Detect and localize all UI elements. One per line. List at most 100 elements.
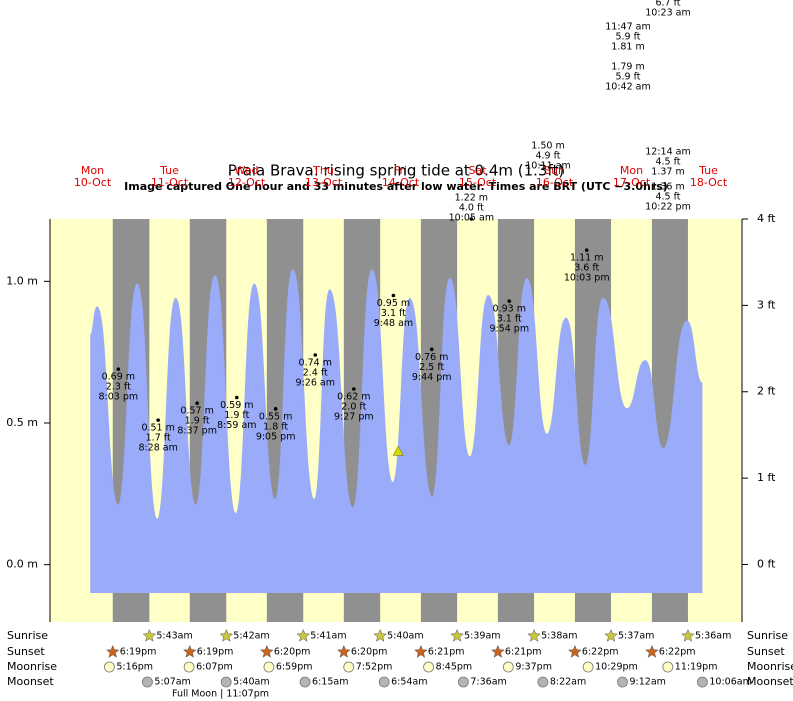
moonset-time: 10:06am	[709, 677, 751, 688]
sunrise-icon	[219, 628, 234, 642]
moonset-time: 6:15am	[312, 677, 348, 688]
tide-time: 9:54 pm	[489, 324, 529, 335]
day-date: 18-Oct	[690, 176, 728, 189]
tide-time: 10:05 am	[449, 213, 494, 224]
tide-height-ft: 2.4 ft	[303, 368, 328, 379]
sunrise-time: 5:40am	[387, 631, 423, 642]
y2-tick-label: 0 ft	[757, 557, 776, 570]
moonrise-time: 6:59pm	[276, 662, 313, 673]
sunset-time: 6:22pm	[659, 647, 696, 658]
sunset-icon	[259, 644, 274, 658]
tide-height-ft: 1.9 ft	[224, 410, 249, 421]
y2-tick-label: 1 ft	[757, 471, 776, 484]
tide-height-m: 1.22 m	[455, 193, 488, 204]
y-tick-label: 1.0 m	[6, 274, 38, 287]
row-label-right: Moonset	[747, 675, 793, 688]
tide-point	[235, 395, 239, 400]
tide-height-m: 0.51 m	[141, 423, 174, 434]
tide-height-m: 0.57 m	[180, 406, 213, 417]
row-label-left: Sunset	[7, 645, 45, 658]
tide-area	[90, 270, 703, 593]
tide-height-ft: 2.0 ft	[341, 402, 366, 413]
row-label-right: Sunset	[747, 645, 785, 658]
sunrise-time: 5:39am	[464, 631, 500, 642]
day-weekday: Tue	[698, 164, 718, 177]
day-weekday: Mon	[81, 164, 104, 177]
overflow-label: 5.9 ft	[615, 72, 640, 83]
moonrise-icon	[263, 661, 275, 673]
moonset-time: 5:40am	[233, 677, 269, 688]
tide-height-m: 0.93 m	[493, 304, 526, 315]
sunset-icon	[182, 644, 197, 658]
chart-subtitle: Image captured One hour and 33 minutes a…	[124, 180, 668, 193]
sunset-time: 6:19pm	[120, 647, 157, 658]
tide-point	[313, 353, 318, 357]
tide-height-m: 0.59 m	[220, 400, 253, 411]
day-weekday: Fri	[394, 164, 407, 177]
day-date: 10-Oct	[74, 176, 112, 189]
tide-time: 8:28 am	[138, 443, 177, 454]
day-date: 14-Oct	[382, 176, 420, 189]
tide-time: 10:03 pm	[564, 273, 610, 284]
sunset-icon	[491, 644, 505, 658]
moonrise-icon	[582, 661, 594, 673]
moonrise-icon	[662, 661, 674, 673]
moonrise-time: 11:19pm	[675, 662, 718, 673]
moonrise-icon	[183, 661, 195, 673]
tide-time: 8:03 pm	[99, 392, 139, 403]
overflow-label: 10:11 am	[525, 161, 570, 172]
tide-point	[584, 248, 589, 252]
moonset-time: 6:54am	[391, 677, 427, 688]
overflow-label: 4.5 ft	[655, 157, 680, 168]
moonrise-time: 7:52pm	[356, 662, 393, 673]
sunset-time: 6:20pm	[351, 647, 388, 658]
tide-height-ft: 3.6 ft	[574, 263, 599, 274]
tide-height-ft: 2.5 ft	[419, 362, 444, 373]
tide-point	[429, 347, 434, 352]
moonrise-time: 9:37pm	[515, 662, 552, 673]
moonrise-icon	[343, 661, 355, 673]
moonrise-time: 5:16pm	[116, 662, 153, 673]
day-date: 17-Oct	[613, 176, 651, 189]
overflow-label: 4.9 ft	[535, 151, 560, 162]
day-weekday: Thu	[312, 164, 334, 177]
tide-point	[352, 387, 356, 391]
overflow-label: 10:22 pm	[645, 202, 691, 213]
day-date: 11-Oct	[151, 176, 189, 189]
sunset-time: 6:21pm	[505, 647, 542, 658]
overflow-label: 4.5 ft	[655, 192, 680, 203]
sunset-icon	[414, 644, 428, 658]
sunrise-time: 5:36am	[695, 631, 731, 642]
tide-height-ft: 2.3 ft	[106, 382, 131, 393]
tide-point	[273, 407, 278, 411]
overflow-label: 1.79 m	[611, 62, 644, 73]
moonrise-icon	[103, 661, 115, 673]
sunrise-icon	[373, 628, 388, 642]
tide-height-ft: 1.7 ft	[146, 433, 171, 444]
sunrise-time: 5:43am	[156, 631, 192, 642]
tide-time: 9:48 am	[374, 318, 413, 329]
sunset-time: 6:20pm	[274, 647, 311, 658]
y2-tick-label: 3 ft	[757, 298, 776, 311]
day-weekday: Sun	[544, 164, 565, 177]
tide-height-ft: 3.1 ft	[381, 308, 406, 319]
tide-time: 9:26 am	[296, 378, 335, 389]
sunset-icon	[645, 644, 659, 658]
tide-point	[391, 293, 396, 298]
sunrise-icon	[604, 628, 618, 642]
tide-height-m: 0.62 m	[337, 392, 370, 403]
tide-height-m: 0.69 m	[102, 372, 135, 383]
sunset-icon	[105, 644, 120, 658]
sunset-time: 6:21pm	[428, 647, 465, 658]
overflow-label: 12:14 am	[645, 147, 690, 158]
sunrise-time: 5:37am	[618, 631, 654, 642]
overflow-label: 1.50 m	[531, 141, 564, 152]
moonset-time: 5:07am	[154, 677, 190, 688]
overflow-label: 10:42 am	[605, 82, 650, 93]
day-date: 16-Oct	[536, 176, 574, 189]
tide-time: 8:59 am	[217, 420, 256, 431]
moonrise-time: 8:45pm	[436, 662, 473, 673]
row-label-left: Moonrise	[7, 660, 57, 673]
moonset-time: 9:12am	[630, 677, 666, 688]
